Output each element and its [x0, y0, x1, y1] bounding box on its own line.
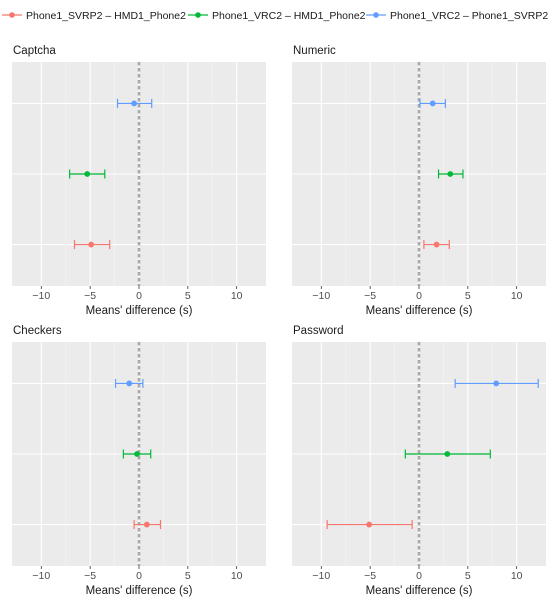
mean-point: [366, 521, 373, 528]
x-tick-label: 5: [465, 570, 471, 582]
x-axis-label: Means' difference (s): [86, 585, 193, 597]
x-tick-label: 10: [231, 290, 243, 302]
mean-point: [493, 380, 500, 387]
x-tick-label: −5: [364, 570, 376, 582]
x-tick-label: 10: [231, 570, 243, 582]
x-tick-label: 0: [136, 570, 142, 582]
error-bar-series: [423, 240, 450, 250]
x-axis-label: Means' difference (s): [86, 305, 193, 317]
x-tick-label: −10: [32, 570, 50, 582]
mean-point: [143, 521, 150, 528]
mean-point: [433, 241, 440, 248]
mean-point: [88, 241, 95, 248]
panel-title: Checkers: [13, 325, 62, 337]
mean-point: [84, 171, 91, 177]
error-bar-series: [114, 378, 144, 388]
legend-key-dot: [373, 12, 379, 18]
legend: Phone1_SVRP2 – HMD1_Phone2 Phone1_VRC2 –…: [2, 10, 548, 22]
mean-point: [131, 100, 138, 107]
x-axis-label: Means' difference (s): [366, 585, 473, 597]
error-bar-series: [69, 169, 106, 179]
panel-title: Password: [293, 325, 344, 337]
error-bar-series: [419, 98, 446, 108]
legend-label: Phone1_SVRP2 – HMD1_Phone2: [26, 10, 186, 22]
x-tick-label: 0: [416, 570, 422, 582]
panel-captcha: Captcha −10 −5 0 5 10 Means' difference (s): [12, 45, 266, 317]
x-tick-label: −10: [312, 290, 330, 302]
x-tick-label: −5: [84, 290, 96, 302]
panel-numeric: Numeric −10 −5 0 5 10 Means' difference (s): [292, 45, 546, 317]
panel-password: Password −10 −5 0 5 10 Means' difference (s): [292, 325, 546, 597]
mean-point: [134, 451, 140, 457]
x-axis-label: Means' difference (s): [366, 305, 473, 317]
legend-key-dot: [9, 12, 15, 18]
x-tick-label: 5: [185, 290, 191, 302]
x-tick-label: 0: [136, 290, 142, 302]
panel-checkers: Checkers −10 −5 0 5 10 Means' difference (s): [12, 325, 266, 597]
legend-label: Phone1_VRC2 – HMD1_Phone2: [212, 10, 366, 22]
mean-point: [447, 171, 454, 177]
error-bar-series: [404, 449, 491, 459]
x-tick-label: 5: [465, 290, 471, 302]
mean-point: [429, 100, 436, 107]
x-tick-label: −10: [312, 570, 330, 582]
error-bar-series: [73, 240, 111, 250]
mean-point: [444, 451, 451, 457]
x-tick-label: 10: [511, 570, 523, 582]
error-bar-series: [454, 378, 539, 388]
error-bar-series: [326, 520, 413, 530]
x-tick-label: −10: [32, 290, 50, 302]
x-tick-label: −5: [364, 290, 376, 302]
x-tick-label: 10: [511, 290, 523, 302]
x-tick-label: 5: [185, 570, 191, 582]
panel-title: Captcha: [13, 45, 56, 57]
legend-label: Phone1_VRC2 – Phone1_SVRP2: [390, 10, 548, 22]
error-bar-series: [122, 449, 152, 459]
error-bar-series: [133, 520, 162, 530]
x-tick-label: 0: [416, 290, 422, 302]
legend-item-vrc2-svrp2[interactable]: Phone1_VRC2 – Phone1_SVRP2: [366, 10, 548, 22]
legend-item-svrp2-hmd1[interactable]: Phone1_SVRP2 – HMD1_Phone2: [2, 10, 186, 22]
error-bar-series: [437, 169, 464, 179]
x-tick-label: −5: [84, 570, 96, 582]
legend-key-dot: [195, 12, 201, 18]
panel-title: Numeric: [293, 45, 336, 57]
error-bar-series: [116, 98, 153, 108]
mean-point: [126, 380, 133, 387]
legend-item-vrc2-hmd1[interactable]: Phone1_VRC2 – HMD1_Phone2: [188, 10, 366, 22]
